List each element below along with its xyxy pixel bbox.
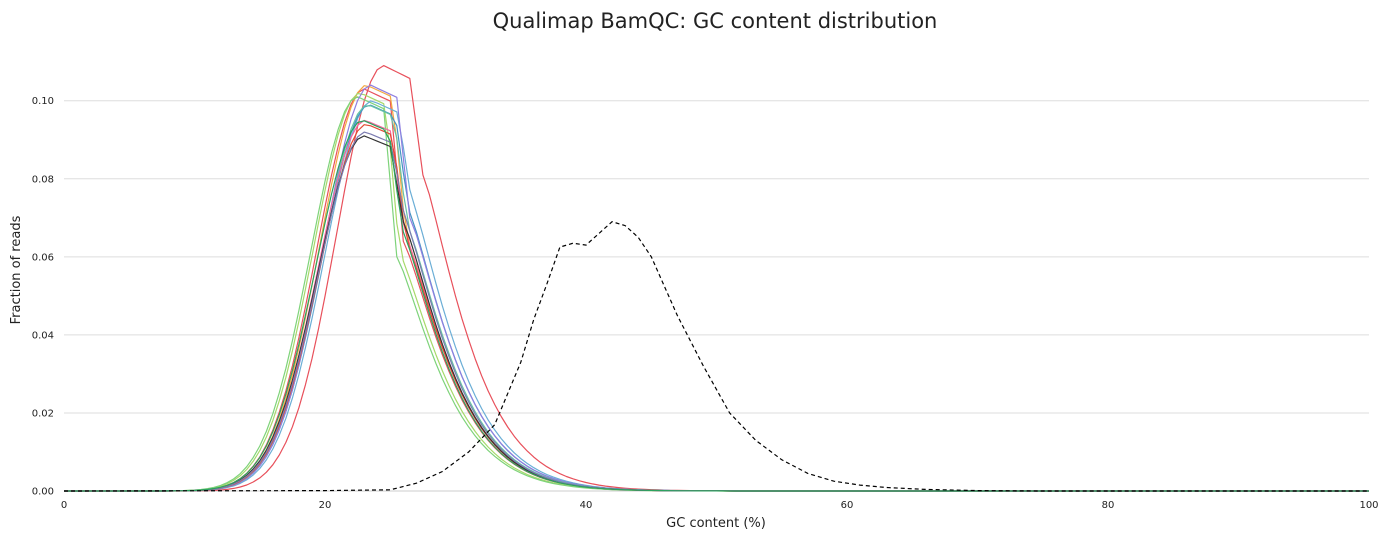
sample-series-line bbox=[64, 85, 1369, 492]
sample-series-line bbox=[64, 135, 1369, 492]
grid-lines bbox=[64, 100, 1369, 414]
sample-series-line bbox=[64, 119, 1369, 492]
sample-series-line bbox=[64, 124, 1369, 492]
sample-series-group bbox=[64, 64, 1369, 492]
x-tick-label: 40 bbox=[580, 500, 593, 511]
x-axis-ticks: 0 20 40 60 80 100 bbox=[61, 500, 1379, 511]
sample-series-line bbox=[64, 100, 1369, 492]
y-tick-label: 0.00 bbox=[32, 487, 54, 498]
sample-series-line bbox=[64, 104, 1369, 492]
reference-series-line bbox=[63, 221, 1369, 492]
x-tick-label: 100 bbox=[1359, 500, 1378, 511]
y-tick-label: 0.04 bbox=[32, 330, 54, 341]
y-axis-ticks: 0.00 0.02 0.04 0.06 0.08 0.10 bbox=[32, 96, 54, 497]
y-tick-label: 0.08 bbox=[32, 174, 54, 185]
sample-series-line bbox=[64, 96, 1369, 492]
y-axis-label: Fraction of reads bbox=[9, 215, 24, 324]
sample-series-line bbox=[64, 84, 1369, 492]
sample-series-line bbox=[64, 64, 1369, 492]
y-tick-label: 0.02 bbox=[32, 408, 54, 419]
x-tick-label: 20 bbox=[319, 500, 332, 511]
y-tick-label: 0.06 bbox=[32, 252, 54, 263]
sample-series-line bbox=[64, 131, 1369, 492]
chart-title: Qualimap BamQC: GC content distribution bbox=[493, 9, 938, 33]
sample-series-line bbox=[64, 120, 1369, 492]
x-tick-label: 0 bbox=[61, 500, 67, 511]
sample-series-line bbox=[64, 92, 1369, 492]
sample-series-line bbox=[64, 88, 1369, 492]
reference-series-group bbox=[63, 221, 1369, 492]
x-tick-label: 60 bbox=[841, 500, 854, 511]
sample-series-line bbox=[64, 105, 1369, 492]
y-tick-label: 0.10 bbox=[32, 96, 54, 107]
x-tick-label: 80 bbox=[1102, 500, 1115, 511]
x-axis-label: GC content (%) bbox=[666, 516, 766, 531]
